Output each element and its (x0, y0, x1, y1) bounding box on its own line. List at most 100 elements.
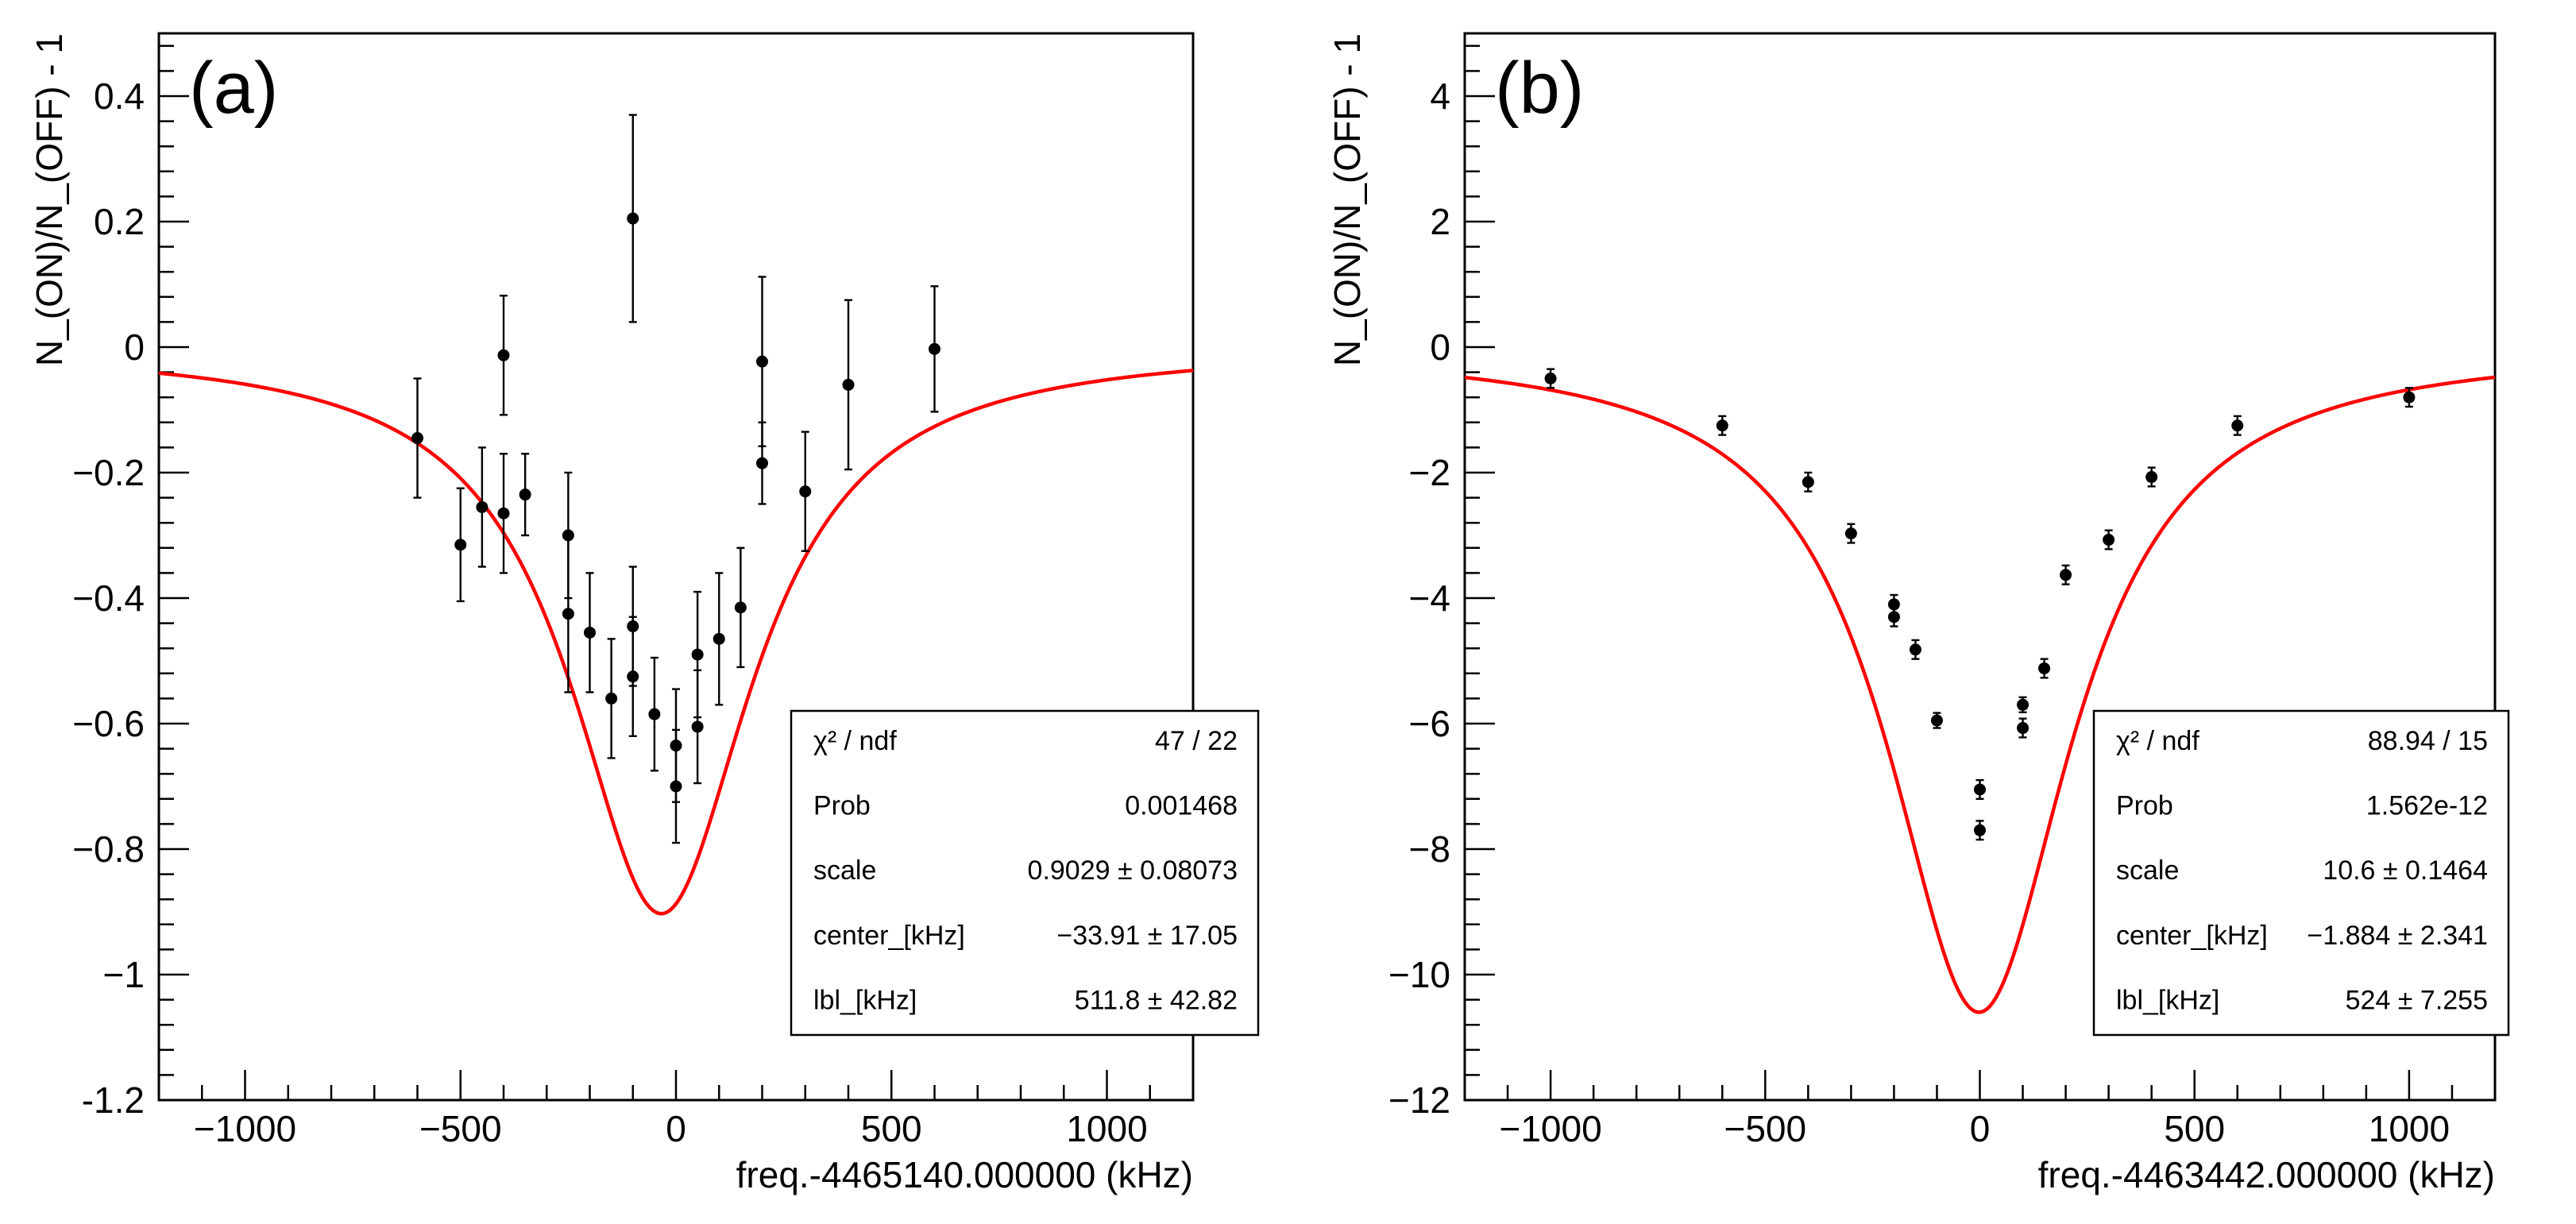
fit-curve (159, 369, 1193, 916)
stats-label: Prob (2116, 791, 2173, 821)
data-point (2038, 658, 2051, 679)
stats-value: 47 / 22 (1155, 726, 1238, 756)
stats-value: 1.562e-12 (2366, 791, 2488, 821)
x-tick-label: −500 (1724, 1108, 1806, 1149)
y-tick-label: −0.4 (72, 577, 145, 619)
stats-label: center_[kHz] (813, 921, 965, 951)
point-marker (497, 507, 510, 519)
data-point (713, 572, 725, 706)
data-point (670, 728, 682, 844)
stats-value: 524 ± 7.255 (2346, 985, 2488, 1015)
point-marker (627, 212, 639, 225)
data-point (2145, 466, 2158, 488)
data-point (2231, 415, 2244, 436)
point-marker (734, 601, 747, 614)
data-point (1802, 471, 1814, 492)
point-marker (2403, 391, 2416, 403)
data-point (2060, 564, 2072, 585)
data-point (2017, 717, 2030, 739)
point-marker (2017, 698, 2030, 711)
point-marker (605, 692, 618, 705)
stats-label: scale (2116, 855, 2179, 886)
stats-value: 511.8 ± 42.82 (1075, 985, 1238, 1015)
y-tick-label: 0 (124, 326, 145, 368)
x-tick-label: 500 (861, 1108, 922, 1149)
point-marker (584, 626, 596, 639)
data-point (605, 638, 618, 759)
x-tick-label: 500 (2164, 1108, 2225, 1149)
y-tick-label: −2 (1409, 452, 1450, 493)
data-point (842, 299, 855, 471)
point-marker (476, 500, 489, 513)
y-tick-label: −0.6 (72, 703, 145, 744)
data-point (1844, 523, 1857, 544)
y-tick-label: 4 (1430, 75, 1450, 117)
data-point (476, 446, 489, 568)
y-tick-label: −4 (1409, 577, 1450, 619)
panel-label: (b) (1495, 48, 1584, 129)
chart-panel-b: −1000 −500 0 500 1000 −12 −10 −8 −6 −4 −2 0 2 4 freq.-… (1327, 32, 2510, 1195)
y-axis-title: N_(ON)/N_(OFF) - 1 (1327, 33, 1368, 366)
x-tick-label: 1000 (1066, 1108, 1147, 1149)
x-tick-label: 1000 (2369, 1108, 2450, 1149)
stats-label: lbl_[kHz] (2116, 985, 2219, 1015)
y-tick-label: −1 (103, 954, 145, 995)
x-tick-label: −1000 (1499, 1108, 1601, 1149)
x-axis-title: freq.-4465140.000000 (kHz) (736, 1154, 1193, 1195)
point-marker (1930, 714, 1943, 727)
data-point (734, 546, 747, 669)
point-marker (1909, 643, 1921, 656)
x-axis-title: freq.-4463442.000000 (kHz) (2038, 1154, 2495, 1195)
point-marker (519, 488, 531, 501)
stats-box-frame (790, 709, 1260, 1037)
point-marker (756, 355, 768, 368)
point-marker (756, 457, 768, 469)
stats-box-frame (2092, 709, 2510, 1037)
fit-curve (1465, 375, 2495, 1014)
point-marker (411, 432, 423, 445)
stats-label: Prob (813, 791, 871, 821)
data-point (1544, 368, 1557, 389)
stats-value: 10.6 ± 0.1464 (2323, 855, 2488, 886)
y-tick-label: -1.2 (82, 1079, 145, 1121)
point-marker (2145, 471, 2158, 484)
y-tick-label: −0.2 (72, 452, 145, 493)
point-marker (1716, 419, 1728, 432)
y-axis-title: N_(ON)/N_(OFF) - 1 (29, 33, 70, 366)
stats-box: χ² / ndf 88.94 / 15 Prob 1.562e-12 scale 10.6… (2092, 709, 2510, 1037)
data-point (562, 534, 574, 693)
stats-box: χ² / ndf 47 / 22 Prob 0.001468 scale 0.9029 ±… (790, 709, 1260, 1037)
point-marker (691, 648, 704, 661)
point-marker (1544, 373, 1557, 384)
data-point (2403, 387, 2416, 408)
stats-value: 88.94 / 15 (2368, 726, 2488, 756)
stats-label: lbl_[kHz] (813, 985, 917, 1015)
point-marker (713, 632, 725, 645)
stats-value: 0.9029 ± 0.08073 (1028, 855, 1238, 886)
data-point (1887, 606, 1900, 627)
point-marker (497, 349, 510, 361)
panel-label: (a) (189, 48, 278, 129)
y-tick-label: 0.2 (94, 201, 145, 242)
point-marker (691, 720, 704, 733)
point-marker (929, 342, 940, 355)
data-point (756, 276, 768, 448)
chart-panel-a: −1000 −500 0 500 1000 -1.2 −1 −0.8 −0.6 −0.4 −0.2 0… (29, 32, 1260, 1195)
point-marker (1974, 824, 1986, 836)
point-marker (562, 608, 574, 620)
point-marker (1974, 783, 1986, 796)
point-marker (2103, 534, 2115, 546)
point-marker (1887, 611, 1900, 624)
data-point (1974, 820, 1986, 841)
y-tick-label: −6 (1409, 703, 1450, 744)
y-tick-label: −0.8 (72, 828, 145, 870)
data-point (584, 572, 596, 693)
point-marker (2231, 419, 2244, 432)
data-point (1716, 415, 1728, 436)
stats-value: −33.91 ± 17.05 (1056, 921, 1238, 951)
data-point (691, 669, 704, 785)
stats-label: center_[kHz] (2116, 921, 2268, 951)
point-marker (648, 708, 661, 720)
y-tick-label: 0.4 (94, 75, 145, 117)
